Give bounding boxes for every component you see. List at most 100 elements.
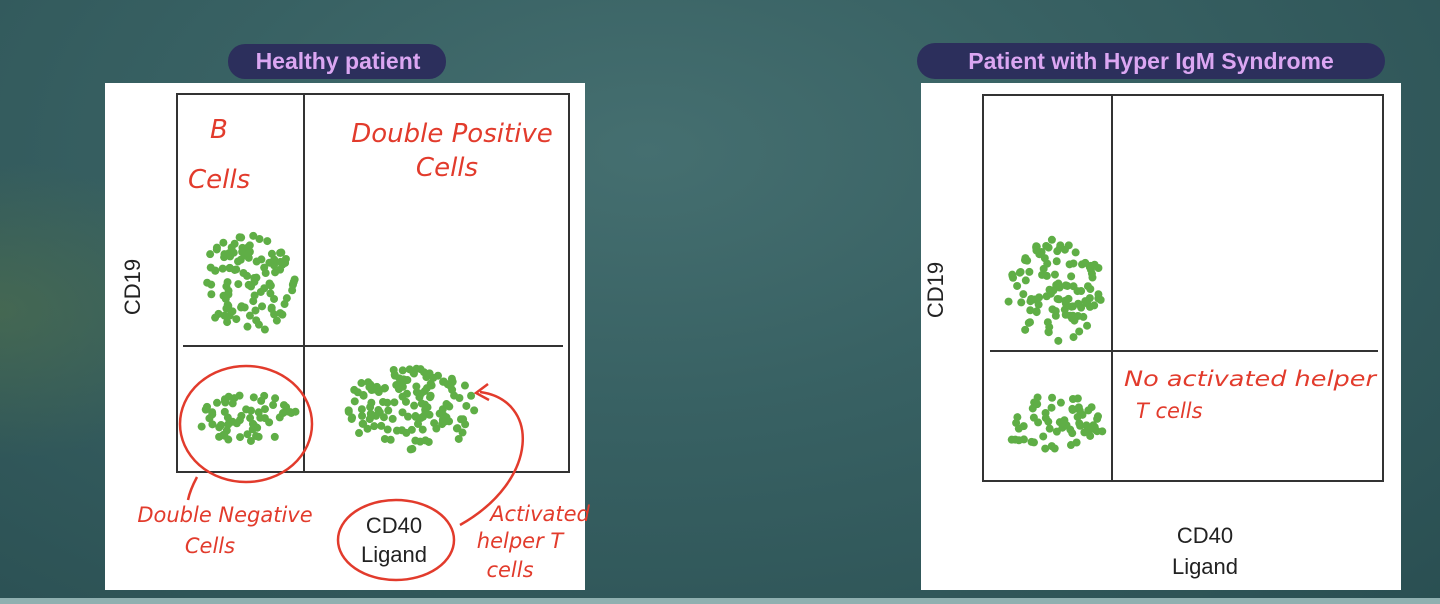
double-negative-dot xyxy=(246,414,255,423)
activated-t-cell-dot xyxy=(429,373,438,382)
b-cell-dot xyxy=(249,297,258,306)
b-cell-dot xyxy=(230,239,239,248)
activated-t-cell-dot xyxy=(470,406,479,415)
b-cell-dot xyxy=(232,315,241,324)
double-negative-dot xyxy=(1012,418,1021,427)
b-cell-dot xyxy=(257,255,266,264)
activated-t-cell-dot xyxy=(366,403,375,412)
b-cell-dot xyxy=(1047,235,1056,244)
annotation-double-negative-1: Double Negative xyxy=(137,503,312,527)
b-cell-dot xyxy=(1078,260,1087,269)
activated-t-cell-dot xyxy=(363,424,372,433)
b-cell-dot xyxy=(276,248,285,257)
annotation-activated-3: cells xyxy=(486,558,533,582)
double-negative-dot xyxy=(254,408,263,417)
b-cell-dot xyxy=(1054,336,1063,345)
activated-t-cell-dot xyxy=(374,406,383,415)
b-cell-dot xyxy=(1083,321,1092,330)
annotation-no-activated-2: T cells xyxy=(1136,399,1203,423)
b-cell-dot xyxy=(243,322,252,331)
activated-t-cell-dot xyxy=(365,415,374,424)
activated-t-cell-dot xyxy=(413,419,422,428)
b-cell-dot xyxy=(1086,285,1095,294)
b-cell-dot xyxy=(1050,270,1059,279)
double-negative-dot xyxy=(252,432,261,441)
activated-t-cell-dot xyxy=(365,383,374,392)
b-cell-dot xyxy=(1096,295,1105,304)
y-axis-label: CD19 xyxy=(120,259,145,315)
b-cell-dot xyxy=(1051,307,1060,316)
activated-t-cell-dot xyxy=(406,445,415,454)
activated-t-cell-dot xyxy=(374,388,383,397)
activated-t-cell-dot xyxy=(417,399,426,408)
b-cell-dot xyxy=(228,307,237,316)
double-negative-dot xyxy=(237,411,246,420)
activated-t-cell-dot xyxy=(410,401,419,410)
b-cell-dot xyxy=(234,280,243,289)
activated-t-cell-dot xyxy=(455,394,464,403)
activated-t-cell-dot xyxy=(430,419,439,428)
activated-t-cell-dot xyxy=(357,379,366,388)
double-negative-dot xyxy=(1068,429,1077,438)
x-axis-label-1: CD40 xyxy=(366,513,422,538)
annotation-double-positive-1: Double Positive xyxy=(351,119,553,149)
activated-t-cell-dot xyxy=(398,366,407,375)
activated-t-cell-dot xyxy=(359,391,368,400)
arrow-head-icon xyxy=(473,383,490,402)
b-cell-dot xyxy=(254,320,263,329)
double-negative-dot xyxy=(1085,425,1094,434)
b-cell-dot xyxy=(234,257,243,266)
double-negative-dot xyxy=(1084,406,1093,415)
activated-t-cell-dot xyxy=(443,380,452,389)
b-cell-dot xyxy=(1023,256,1032,265)
activated-t-cell-dot xyxy=(398,408,407,417)
b-cell-dot xyxy=(211,313,220,322)
plot-frame xyxy=(982,94,1384,482)
activated-t-cell-dot xyxy=(379,397,388,406)
double-negative-dot xyxy=(224,420,233,429)
b-cell-dot xyxy=(1053,294,1062,303)
activated-t-cell-dot xyxy=(350,385,359,394)
double-negative-dot xyxy=(1033,393,1042,402)
double-negative-dot xyxy=(1068,405,1077,414)
double-negative-dot xyxy=(257,396,266,405)
double-negative-dot xyxy=(224,392,233,401)
annotation-b-cells-1: B xyxy=(210,115,228,145)
b-cell-dot xyxy=(207,290,216,299)
activated-t-cell-dot xyxy=(380,434,389,443)
double-negative-dot xyxy=(1033,400,1042,409)
double-negative-dot xyxy=(1086,431,1095,440)
double-negative-dot xyxy=(1045,424,1054,433)
double-negative-dot xyxy=(217,420,226,429)
b-cell-dot xyxy=(1044,327,1053,336)
plot-frame xyxy=(176,93,570,473)
double-negative-dot xyxy=(1047,442,1056,451)
b-cell-dot xyxy=(1090,260,1099,269)
b-cell-dot xyxy=(223,318,232,327)
double-negative-pointer xyxy=(186,476,199,501)
double-negative-dot xyxy=(1056,398,1065,407)
b-cell-dot xyxy=(244,249,253,258)
double-negative-dot xyxy=(269,401,278,410)
b-cell-dot xyxy=(1081,297,1090,306)
b-cell-dot xyxy=(271,268,280,277)
y-axis-label: CD19 xyxy=(923,262,948,318)
activated-t-cell-dot xyxy=(467,391,476,400)
activated-t-cell-dot xyxy=(454,434,463,443)
double-negative-dot xyxy=(242,405,251,414)
b-cell-dot xyxy=(222,304,231,313)
b-cell-dot xyxy=(218,264,227,273)
activated-t-cell-dot xyxy=(377,421,386,430)
activated-t-cell-dot xyxy=(392,426,401,435)
activated-t-cell-dot xyxy=(344,407,353,416)
activated-t-cell-dot xyxy=(421,405,430,414)
b-cell-dot xyxy=(1064,294,1073,303)
b-cell-dot xyxy=(1069,333,1078,342)
b-cell-dot xyxy=(276,257,285,266)
b-cell-dot xyxy=(1025,267,1034,276)
double-negative-dot xyxy=(1007,435,1016,444)
double-negative-dot xyxy=(208,420,217,429)
double-negative-dot xyxy=(246,436,255,445)
b-cell-dot xyxy=(1013,281,1022,290)
